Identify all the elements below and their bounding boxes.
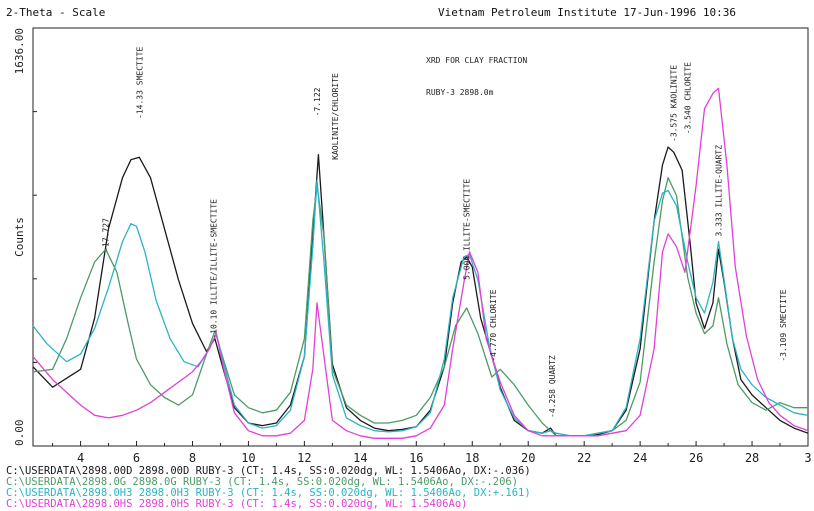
chart-title-line: RUBY-3 2898.0m bbox=[426, 88, 494, 97]
x-tick-label: 28 bbox=[745, 451, 759, 465]
x-tick-label: 22 bbox=[577, 451, 591, 465]
x-tick-label: 20 bbox=[521, 451, 535, 465]
peak-annotation: 3.333 ILLITE-QUARTZ bbox=[714, 145, 723, 237]
y-tick-label: 1636.00 bbox=[13, 28, 26, 74]
peak-annotation: 5.006 ILLITE-SMECTITE bbox=[463, 179, 472, 280]
x-tick-label: 6 bbox=[133, 451, 140, 465]
series-line-3 bbox=[32, 87, 809, 439]
chart-title-line: XRD FOR CLAY FRACTION bbox=[426, 56, 527, 65]
y-tick-label: 0.00 bbox=[13, 420, 26, 447]
footer-line-cyan: C:\USERDATA\2898.0H3 2898.0H3 RUBY-3 (CT… bbox=[6, 487, 531, 499]
peak-annotation: -7.122 bbox=[313, 87, 322, 116]
peak-annotation: -14.33 SMECTITE bbox=[135, 47, 144, 119]
x-tick-label: 8 bbox=[189, 451, 196, 465]
peak-annotation: -3.540 CHLORITE bbox=[684, 62, 693, 134]
peak-annotation: -3.109 SMECTITE bbox=[779, 289, 788, 361]
institute-header: Vietnam Petroleum Institute 17-Jun-1996 … bbox=[438, 6, 737, 19]
x-tick-label: 18 bbox=[465, 451, 479, 465]
series-line-0 bbox=[32, 146, 809, 437]
scale-label: 2-Theta - Scale bbox=[6, 6, 106, 19]
x-tick-label: 14 bbox=[353, 451, 367, 465]
peak-annotation: -4.258 QUARTZ bbox=[548, 355, 557, 418]
footer-line-green: C:\USERDATA\2898.0G 2898.0G RUBY-3 (CT: … bbox=[6, 476, 519, 488]
peak-annotation: -17.727 bbox=[102, 218, 111, 252]
y-axis-label: Counts bbox=[13, 217, 26, 257]
x-tick-label: 10 bbox=[241, 451, 255, 465]
x-tick-label: 4 bbox=[77, 451, 84, 465]
x-tick-label: 12 bbox=[297, 451, 311, 465]
peak-annotation: KAOLINITE/CHLORITE bbox=[331, 73, 340, 160]
x-tick-label: 3 bbox=[804, 451, 811, 465]
peak-annotation: -10.10 ILLITE/ILLITE-SMECTITE bbox=[209, 199, 218, 339]
x-tick-label: 26 bbox=[689, 451, 703, 465]
xrd-chart: 4 6 8 10 12 14 16 18 20 22 24 26 28 3 0.00 1636.00 Count… bbox=[13, 27, 812, 465]
footer-line-black: C:\USERDATA\2898.00D 2898.00D RUBY-3 (CT… bbox=[6, 465, 531, 477]
series-line-1 bbox=[32, 177, 808, 437]
peak-annotation: -4.770 CHLORITE bbox=[489, 289, 498, 361]
footer-line-magenta: C:\USERDATA\2898.0HS 2898.0HS RUBY-3 (CT… bbox=[6, 498, 468, 510]
plot-frame bbox=[32, 27, 809, 447]
x-tick-label: 24 bbox=[633, 451, 647, 465]
x-tick-label: 16 bbox=[409, 451, 423, 465]
series-line-2 bbox=[32, 179, 809, 437]
peak-annotation: -3.575 KAOLINITE bbox=[670, 65, 679, 142]
